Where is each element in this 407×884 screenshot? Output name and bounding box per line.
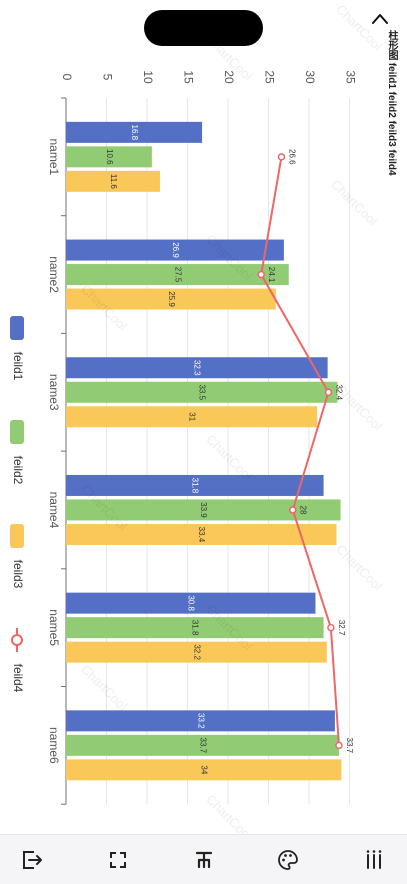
bar-value-label: 33.2 — [196, 713, 205, 729]
bottom-toolbar — [0, 834, 407, 884]
line-point — [324, 388, 333, 396]
bar-feild2 — [66, 146, 152, 168]
sort-button[interactable] — [189, 845, 219, 875]
legend-swatch — [10, 420, 24, 444]
legend-label: feild3 — [11, 560, 25, 589]
export-icon — [23, 851, 42, 869]
bar-feild2 — [66, 617, 324, 639]
category-label: name5 — [47, 609, 61, 646]
palette-icon — [278, 850, 298, 870]
value-tick-label: 0 — [60, 74, 74, 81]
bar-feild3 — [66, 170, 160, 192]
value-tick-label: 15 — [181, 70, 195, 84]
bar-value-label: 11.6 — [109, 174, 118, 190]
line-value-label: 32.4 — [334, 384, 343, 400]
category-label: name6 — [47, 727, 61, 764]
bar-feild3 — [66, 759, 342, 781]
bar-feild3 — [66, 406, 318, 428]
bar-feild1 — [66, 121, 203, 143]
bar-feild1 — [66, 710, 335, 732]
bar-value-label: 27.5 — [173, 267, 182, 283]
line-point — [257, 270, 265, 279]
export-button[interactable] — [17, 845, 47, 875]
line-value-label: 24.1 — [267, 267, 276, 283]
category-label: name3 — [47, 374, 61, 411]
bar-value-label: 33.5 — [198, 384, 207, 400]
line-point — [327, 623, 335, 632]
bar-value-label: 31.8 — [191, 478, 200, 494]
sort-icon — [195, 851, 213, 869]
bar-value-label: 34 — [200, 765, 209, 774]
columns-icon — [366, 850, 382, 869]
bar-feild1 — [66, 474, 324, 496]
bar-feild1 — [66, 239, 284, 261]
camera-notch — [144, 10, 263, 46]
line-point — [289, 506, 297, 514]
legend-label: feild1 — [11, 352, 25, 381]
value-tick-label: 35 — [343, 70, 357, 84]
bar-value-label: 31 — [187, 412, 196, 421]
value-tick-label: 10 — [141, 70, 155, 84]
bar-value-label: 32.3 — [193, 360, 202, 376]
bar-value-label: 26.9 — [171, 242, 180, 258]
bar-feild1 — [66, 592, 316, 614]
bar-feild1 — [66, 357, 328, 379]
bar-feild2 — [66, 264, 289, 286]
line-point — [335, 741, 343, 750]
fullscreen-icon — [110, 852, 126, 868]
bar-feild3 — [66, 523, 337, 545]
bar-value-label: 33.7 — [198, 738, 207, 754]
bar-feild3 — [66, 288, 276, 310]
legend-label: feild2 — [11, 456, 25, 485]
bar-value-label: 25.9 — [167, 291, 176, 307]
line-point — [277, 153, 286, 161]
bar-feild3 — [66, 641, 327, 663]
fullscreen-button[interactable] — [103, 845, 133, 875]
value-tick-label: 5 — [100, 74, 114, 81]
bar-value-label: 33.4 — [197, 527, 206, 543]
back-button[interactable] — [366, 8, 394, 30]
legend-swatch — [10, 524, 24, 548]
value-tick-label: 25 — [262, 70, 276, 84]
line-value-label: 33.7 — [345, 738, 354, 754]
value-tick-label: 30 — [303, 70, 317, 84]
bar-value-label: 30.8 — [187, 595, 196, 611]
back-chevron-icon — [372, 14, 388, 24]
bar-feild2 — [66, 499, 341, 521]
legend-swatch-point — [11, 634, 23, 646]
category-label: name2 — [47, 256, 61, 293]
page-title: 柱形图 feild1 feild2 feild3 feild4 — [386, 30, 397, 176]
line-value-label: 26.6 — [287, 149, 296, 165]
category-label: name1 — [47, 138, 61, 175]
bar-value-label: 33.9 — [199, 502, 208, 518]
bar-value-label: 10.6 — [105, 149, 114, 165]
header: 柱形图 feild1 feild2 feild3 feild4 — [366, 8, 402, 208]
category-label: name4 — [47, 492, 61, 529]
legend-label: feild4 — [11, 664, 25, 693]
value-tick-label: 20 — [222, 70, 236, 84]
bar-value-label: 32.2 — [192, 644, 201, 660]
bar-feild2 — [66, 381, 338, 403]
palette-button[interactable] — [273, 845, 303, 875]
bar-feild2 — [66, 734, 339, 756]
bar-value-label: 16.8 — [130, 125, 139, 141]
bar-line-chart: 0 5 10 15 20 25 30 35 name1 16.8 10.6 11.6 name2 26.9… — [10, 70, 357, 805]
columns-button[interactable] — [359, 845, 389, 875]
line-value-label: 28 — [299, 505, 308, 514]
line-value-label: 32.7 — [337, 620, 346, 636]
bar-value-label: 31.8 — [191, 620, 200, 636]
legend-swatch — [10, 316, 24, 340]
line-feild4 — [260, 156, 340, 746]
